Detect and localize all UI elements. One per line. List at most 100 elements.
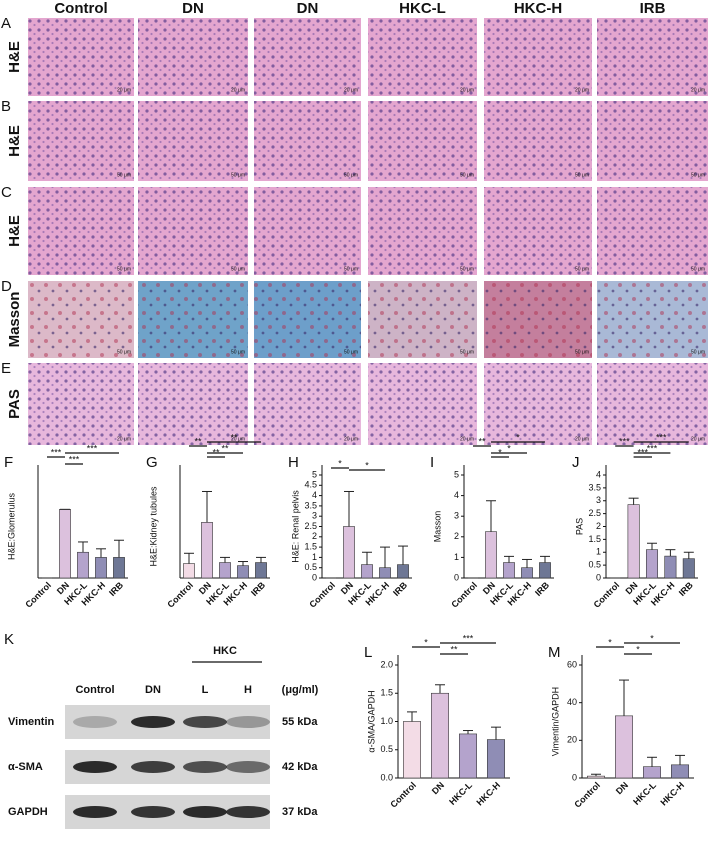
scale-label: 50 μm (231, 172, 245, 178)
micrograph-texture (597, 363, 708, 445)
band (226, 716, 270, 728)
micrograph-texture (254, 363, 361, 445)
panel-letter: K (4, 631, 14, 648)
scale-label: 50 μm (344, 349, 358, 355)
bar (113, 557, 125, 579)
scale-label: 20 μm (117, 87, 131, 93)
band (131, 761, 175, 773)
panel-letter: I (430, 454, 434, 471)
y-tick-label: 1 (454, 552, 459, 562)
x-tick-label: HKC-H (475, 780, 503, 808)
panel-letter: M (548, 644, 561, 661)
band (183, 806, 227, 818)
y-tick-label: 0 (454, 572, 459, 582)
lane-label: H (244, 684, 252, 696)
scale-label: 50 μm (117, 266, 131, 272)
y-tick-label: 4 (454, 490, 459, 500)
significance-label: *** (463, 633, 474, 643)
scale-label: 20 μm (231, 87, 245, 93)
bar (615, 715, 633, 779)
scale-label: 50 μm (231, 266, 245, 272)
bar (379, 567, 391, 579)
bar (77, 551, 89, 579)
scale-label: 50 μm (575, 266, 589, 272)
scale-label: 50 μm (460, 172, 474, 178)
micrograph-texture (138, 101, 248, 181)
x-tick-label: IRB (107, 580, 125, 598)
bar (255, 562, 267, 579)
scale-label: 50 μm (460, 266, 474, 272)
y-tick-label: 2.5 (304, 521, 317, 531)
band (73, 761, 117, 773)
bar (682, 558, 695, 579)
bar (521, 567, 533, 579)
blot-group: HKC (213, 645, 237, 657)
micrograph-texture (484, 101, 592, 181)
scale-label: 20 μm (344, 87, 358, 93)
scale-label: 50 μm (344, 266, 358, 272)
micrograph-texture (28, 363, 134, 445)
row-label: H&E (6, 125, 23, 157)
panel-letter: E (1, 360, 11, 377)
panel-letter: H (288, 454, 299, 471)
lane-label: L (202, 684, 209, 696)
x-tick-label: Control (165, 580, 195, 610)
bar (219, 562, 231, 579)
size-label: 55 kDa (282, 716, 318, 728)
significance-label: *** (647, 443, 658, 453)
band (183, 761, 227, 773)
micrograph-texture (254, 281, 361, 358)
column-header: HKC-L (399, 0, 446, 17)
significance-label: * (507, 443, 511, 453)
panel-letter: G (146, 454, 158, 471)
x-tick-label: HKC-L (447, 780, 474, 807)
y-tick-label: 60 (567, 659, 577, 669)
significance-label: *** (619, 436, 630, 446)
band (131, 806, 175, 818)
column-header: Control (54, 0, 107, 17)
significance-label: ** (450, 644, 458, 654)
x-tick-label: HKC-L (631, 780, 658, 807)
band (131, 716, 175, 728)
bar (403, 721, 421, 779)
significance-label: * (365, 460, 369, 470)
scale-label: 50 μm (460, 349, 474, 355)
micrograph-texture (28, 187, 134, 275)
y-tick-label: 3.5 (304, 500, 317, 510)
y-tick-label: 2 (596, 521, 601, 531)
scale-label: 50 μm (691, 266, 705, 272)
x-tick-label: DN (430, 780, 446, 796)
y-axis-label: H&E:Glomerulus (6, 492, 16, 560)
y-tick-label: 0 (312, 572, 317, 582)
y-tick-label: 40 (567, 697, 577, 707)
micrograph-texture (484, 281, 592, 358)
scale-label: 20 μm (575, 87, 589, 93)
bar (343, 526, 355, 579)
lane-label: Control (75, 684, 114, 696)
micrograph-texture (597, 187, 708, 275)
y-tick-label: 3 (596, 495, 601, 505)
panel-letter: L (364, 644, 372, 661)
band (73, 806, 117, 818)
micrograph-texture (138, 18, 248, 96)
x-tick-label: IRB (391, 580, 409, 598)
y-axis-label: Vimentin/GAPDH (550, 687, 560, 756)
x-tick-label: Control (449, 580, 479, 610)
y-tick-label: 1.5 (588, 534, 601, 544)
bar (503, 562, 515, 579)
y-tick-label: 2.0 (380, 659, 393, 669)
scale-label: 20 μm (575, 436, 589, 442)
bar (671, 764, 689, 779)
micrograph-texture (368, 281, 477, 358)
significance-label: * (650, 633, 654, 643)
y-tick-label: 4 (312, 490, 317, 500)
column-header: DN (297, 0, 319, 17)
micrograph-texture (138, 363, 248, 445)
bar (645, 549, 659, 579)
significance-label: * (636, 644, 640, 654)
significance-label: ** (478, 436, 486, 446)
significance-label: * (338, 458, 342, 468)
column-header: HKC-H (514, 0, 562, 17)
bar (664, 555, 677, 579)
